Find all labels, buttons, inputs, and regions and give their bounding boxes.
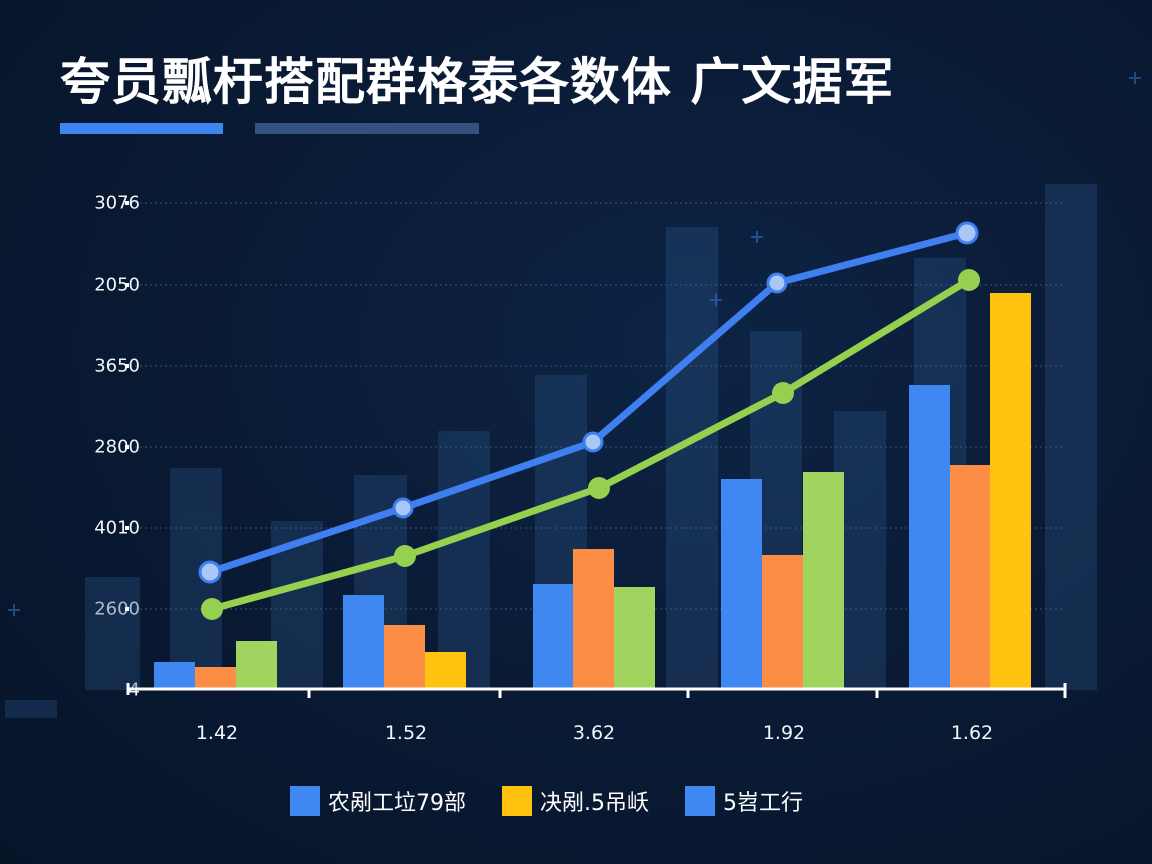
line-series-blue: [198, 221, 979, 584]
x-tick-label: 1.52: [384, 722, 428, 744]
y-tick-label: 3076: [94, 192, 140, 214]
x-axis: [126, 683, 1067, 698]
legend-label: 决剐.5吊岆: [540, 791, 649, 816]
bar-group-4: [721, 472, 844, 690]
x-tick-label: 3.62: [572, 722, 616, 744]
x-tick-label: 1.62: [950, 722, 994, 744]
legend-item-3[interactable]: 5岧工行: [685, 785, 803, 817]
legend-item-1[interactable]: 农剐工垃79部: [290, 785, 466, 817]
y-tick-label: 2800: [94, 436, 140, 458]
chart-title: 夸员瓢杅搭配群格泰各数体 广文据军: [60, 53, 895, 111]
legend-swatch-blue: [290, 786, 320, 816]
bar-group-2: [343, 595, 466, 690]
y-tick-label: 2050: [94, 274, 140, 296]
chart-legend: 农剐工垃79部 决剐.5吊岆 5岧工行: [290, 785, 839, 817]
x-tick-label: 1.92: [762, 722, 806, 744]
y-tick-marks: [125, 201, 129, 611]
y-tick-label: 4010: [94, 517, 140, 539]
y-tick-label: 2600: [44, 599, 140, 620]
bar-group-5: [909, 293, 1031, 690]
y-tick-label: 3650: [94, 355, 140, 377]
title-accent-bar-secondary: [255, 123, 479, 134]
x-tick-label: 1.42: [195, 722, 239, 744]
legend-swatch-blue: [685, 786, 715, 816]
decorative-plus-icons: [8, 72, 1141, 616]
legend-label: 5岧工行: [723, 791, 803, 816]
bar-group-1: [154, 641, 277, 690]
title-accent-bar-primary: [60, 123, 223, 134]
legend-swatch-yellow: [502, 786, 532, 816]
legend-item-2[interactable]: 决剐.5吊岆: [502, 785, 649, 817]
bar-group-3: [533, 549, 655, 690]
line-series-green: [201, 269, 980, 620]
legend-label: 农剐工垃79部: [328, 791, 466, 816]
